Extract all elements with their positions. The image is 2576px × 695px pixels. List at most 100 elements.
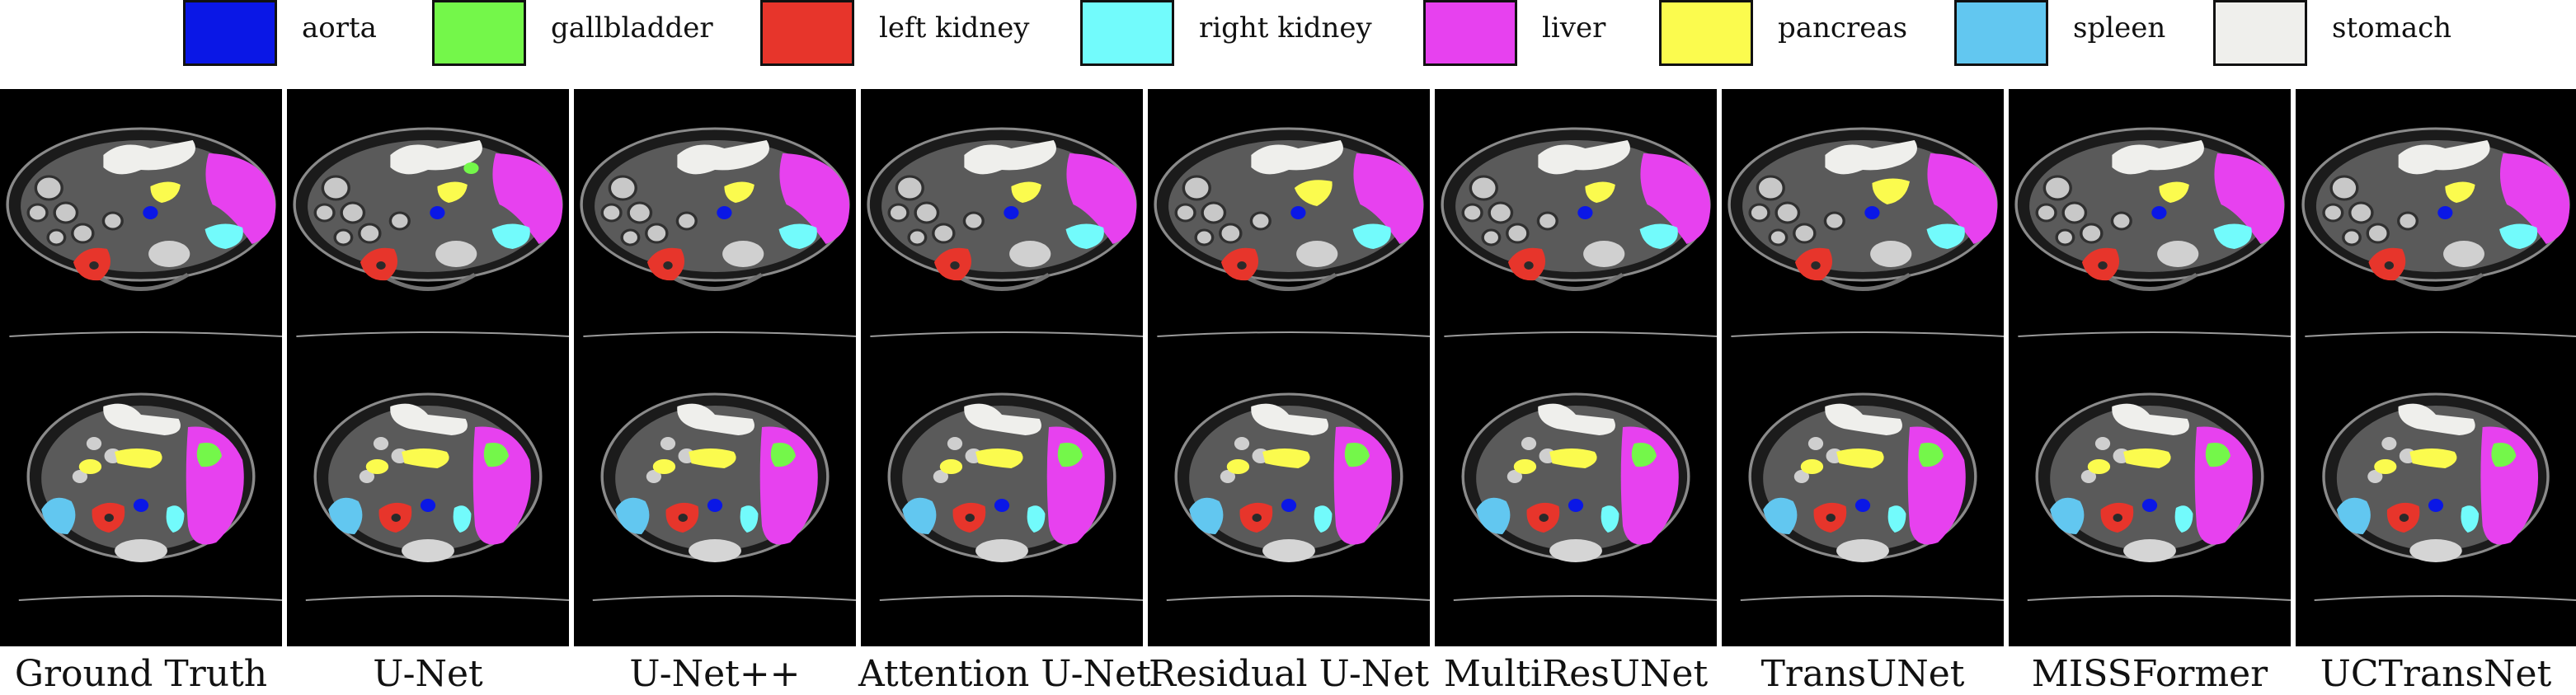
column-label: U-Net [373,653,483,695]
legend-label: left kidney [879,12,1030,45]
legend-label: spleen [2073,12,2166,45]
bowel-loop [2042,175,2072,201]
bowel-loop [1793,223,1817,244]
table-line [592,595,856,601]
right-kidney-region [778,223,817,249]
ct-slices-image [867,127,1143,601]
right-kidney-region [1926,223,1965,249]
bowel-loop [600,203,623,223]
bowel-loop [388,211,411,231]
right-kidney-region [2213,223,2252,249]
bowel-loop [645,223,669,244]
bowel-loop [675,211,698,231]
bowel-loop [2367,470,2383,483]
right-kidney-region [453,505,472,533]
gallbladder-region [2491,443,2517,467]
pancreas-region [1262,448,1310,468]
bowel-loop [1521,437,1537,450]
right-kidney-region [2499,223,2538,249]
bowel-loop [1756,175,1785,201]
bowel-loop [2080,470,2097,483]
liver-region [2214,153,2285,244]
kidney-hilum [2384,261,2394,270]
aorta-region [1281,499,1297,512]
gallbladder-region [2205,443,2231,467]
kidney-hilum [678,514,688,522]
table-line [296,331,569,337]
aorta-region [1864,206,1880,219]
aorta-region [1004,206,1019,219]
ct-slices-image [6,127,282,601]
spine-muscle [953,272,1051,291]
pancreas-region [115,448,162,468]
kidney-hilum [1237,261,1247,270]
spleen-swatch-icon [1954,0,2048,66]
vertebra [689,539,741,562]
bowel-loop [2322,203,2344,223]
bowel-loop [26,203,49,223]
vertebra [435,241,477,267]
right-kidney-region [2461,505,2480,533]
stomach-region [677,140,769,175]
pancreas-region [1513,459,1537,474]
table-line [2314,595,2576,601]
right-kidney-swatch-icon [1080,0,1174,66]
spleen-region [328,497,363,534]
bowel-loop [895,175,924,201]
stomach-region [390,140,482,175]
pancreas-region [150,181,181,203]
pancreas-region [2374,459,2397,474]
vertebra [1009,241,1051,267]
bowel-loop [1461,203,1483,223]
pancreas-region [1294,180,1333,206]
vertebra [1296,241,1338,267]
spine-muscle [666,272,764,291]
ct-slices-image [1154,127,1430,601]
pancreas-region [1872,178,1910,204]
bowel-loop [1234,437,1250,450]
bowel-loop [627,201,653,224]
table-line [879,595,1143,601]
vertebra [148,241,190,267]
table-line [18,595,282,601]
kidney-hilum [1524,261,1534,270]
bowel-loop [1219,223,1243,244]
bowel-loop [962,211,985,231]
right-kidney-region [1601,505,1619,533]
stomach-swatch-icon [2213,0,2307,66]
liver-region [1927,153,1998,244]
table-line [1731,331,2004,337]
panel-u-net-plus-plus [574,89,856,646]
bowel-loop [2366,223,2390,244]
right-kidney-region [204,223,243,249]
bowel-loop [932,223,956,244]
stomach-region [1538,140,1630,175]
bowel-loop [101,211,124,231]
table-line [1740,595,2004,601]
stomach-region [677,403,754,435]
liver-region [492,153,563,244]
stomach-region [2112,403,2189,435]
table-line [1453,595,1717,601]
panel-u-net [287,89,569,646]
legend-label: right kidney [1199,12,1372,45]
pancreas-region [939,459,963,474]
pancreas-region [2123,448,2171,468]
stomach-region [2112,140,2204,175]
legend-label: pancreas [1778,12,1908,45]
pancreas-region [365,459,389,474]
bowel-loop [2396,211,2419,231]
right-kidney-region [1352,223,1391,249]
right-kidney-region [491,223,530,249]
aorta-region [717,206,732,219]
bowel-loop [34,175,63,201]
spleen-region [41,497,76,534]
bowel-loop [86,437,102,450]
bowel-loop [313,203,336,223]
bowel-loop [887,203,910,223]
aorta-region [2437,206,2453,219]
bowel-loop [2035,203,2057,223]
stomach-region [2398,140,2490,175]
table-line [2305,331,2576,337]
stomach-region [103,403,181,435]
